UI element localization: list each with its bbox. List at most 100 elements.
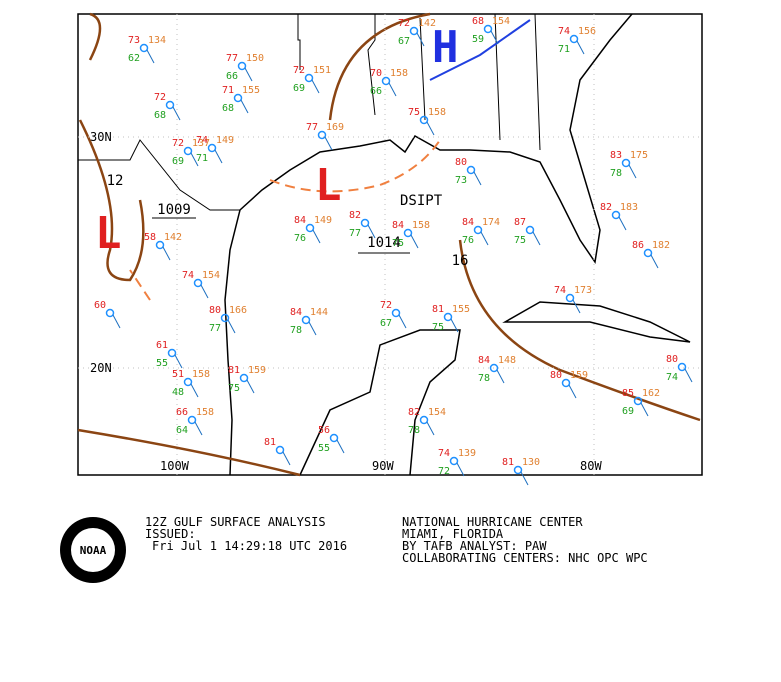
pressure-code: 182 (652, 240, 670, 251)
dew-point: 66 (370, 86, 382, 97)
dew-point: 77 (349, 228, 361, 239)
station-marker (633, 396, 643, 406)
pressure-code: 155 (452, 304, 470, 315)
wind-barb (640, 402, 649, 417)
front (429, 19, 531, 81)
temperature: 82 (408, 407, 420, 418)
central-pressure: 1009 (157, 202, 191, 218)
pressure-code: 134 (148, 35, 166, 46)
temperature: 82 (349, 210, 361, 221)
station-marker (409, 26, 419, 36)
temperature: 82 (600, 202, 612, 213)
station-marker (419, 415, 429, 425)
wind-barb (367, 224, 376, 239)
footer-location: MIAMI, FLORIDA (402, 527, 504, 541)
station-marker (275, 445, 285, 455)
pressure-code: 158 (390, 68, 408, 79)
temperature: 81 (432, 304, 444, 315)
pressure-code: 158 (412, 220, 430, 231)
dew-point: 68 (154, 110, 166, 121)
dew-point: 78 (290, 325, 302, 336)
station-marker (611, 210, 621, 220)
coastline (299, 329, 461, 476)
wind-barb (388, 82, 397, 97)
coastline (224, 13, 633, 476)
wind-barb (190, 152, 199, 167)
dew-point: 75 (392, 238, 404, 249)
wind-barb (628, 164, 637, 179)
isobar-label: 12 (107, 173, 124, 189)
dew-point: 55 (318, 443, 330, 454)
pressure-code: 158 (192, 369, 210, 380)
station-marker (569, 34, 579, 44)
station-marker (381, 76, 391, 86)
pressure-code: 150 (246, 53, 264, 64)
dew-point: 78 (478, 373, 490, 384)
wind-barb (240, 99, 249, 114)
temperature: 84 (294, 215, 306, 226)
station-marker (304, 73, 314, 83)
temperature: 56 (318, 425, 330, 436)
wind-barb (416, 32, 425, 47)
pressure-code: 139 (458, 448, 476, 459)
dew-point: 76 (462, 235, 474, 246)
station-marker (317, 130, 327, 140)
temperature: 75 (408, 107, 420, 118)
temperature: 83 (610, 150, 622, 161)
isobars (77, 12, 701, 477)
station-marker (466, 165, 476, 175)
footer-time: Fri Jul 1 14:29:18 UTC 2016 (152, 539, 347, 553)
wind-barb (214, 149, 223, 164)
wind-barb (480, 231, 489, 246)
border (78, 13, 541, 211)
wind-barb (324, 136, 333, 151)
dew-point: 59 (472, 34, 484, 45)
dew-point: 71 (196, 153, 208, 164)
temperature: 80 (550, 370, 562, 381)
temperature: 80 (455, 157, 467, 168)
station-marker (183, 146, 193, 156)
station-marker (360, 218, 370, 228)
wind-barb (618, 216, 627, 231)
dew-point: 74 (666, 372, 678, 383)
wind-barb (426, 421, 435, 436)
dew-point: 64 (176, 425, 188, 436)
wind-barb (194, 421, 203, 436)
station-marker (403, 228, 413, 238)
temperature: 61 (156, 340, 168, 351)
station-marker (443, 312, 453, 322)
temperature: 81 (264, 437, 276, 448)
wind-barb (246, 379, 255, 394)
dew-point: 66 (226, 71, 238, 82)
dew-point: 78 (408, 425, 420, 436)
dew-point: 71 (558, 44, 570, 55)
wind-barb (244, 67, 253, 82)
temperature: 70 (370, 68, 382, 79)
wind-barb (426, 121, 435, 136)
pressure-code: 169 (326, 122, 344, 133)
station-marker (139, 43, 149, 53)
dew-point: 75 (432, 322, 444, 333)
wind-barb (568, 384, 577, 399)
wind-barb (684, 368, 693, 383)
wind-barb (398, 314, 407, 329)
dew-point: 55 (156, 358, 168, 369)
dew-point: 75 (228, 383, 240, 394)
station-marker (237, 61, 247, 71)
temperature: 72 (154, 92, 166, 103)
wind-barb (473, 171, 482, 186)
wind-barb (308, 321, 317, 336)
temperature: 72 (380, 300, 392, 311)
pressure-code: 159 (248, 365, 266, 376)
pressure-code: 174 (482, 217, 500, 228)
temperature: 66 (176, 407, 188, 418)
pressure-code: 130 (522, 457, 540, 468)
lat-label: 20N (90, 361, 112, 375)
pressure-code: 158 (428, 107, 446, 118)
wind-barb (172, 106, 181, 121)
trough (129, 139, 441, 301)
temperature: 84 (392, 220, 404, 231)
lat-label: 30N (90, 130, 112, 144)
pressure-code: 175 (630, 150, 648, 161)
